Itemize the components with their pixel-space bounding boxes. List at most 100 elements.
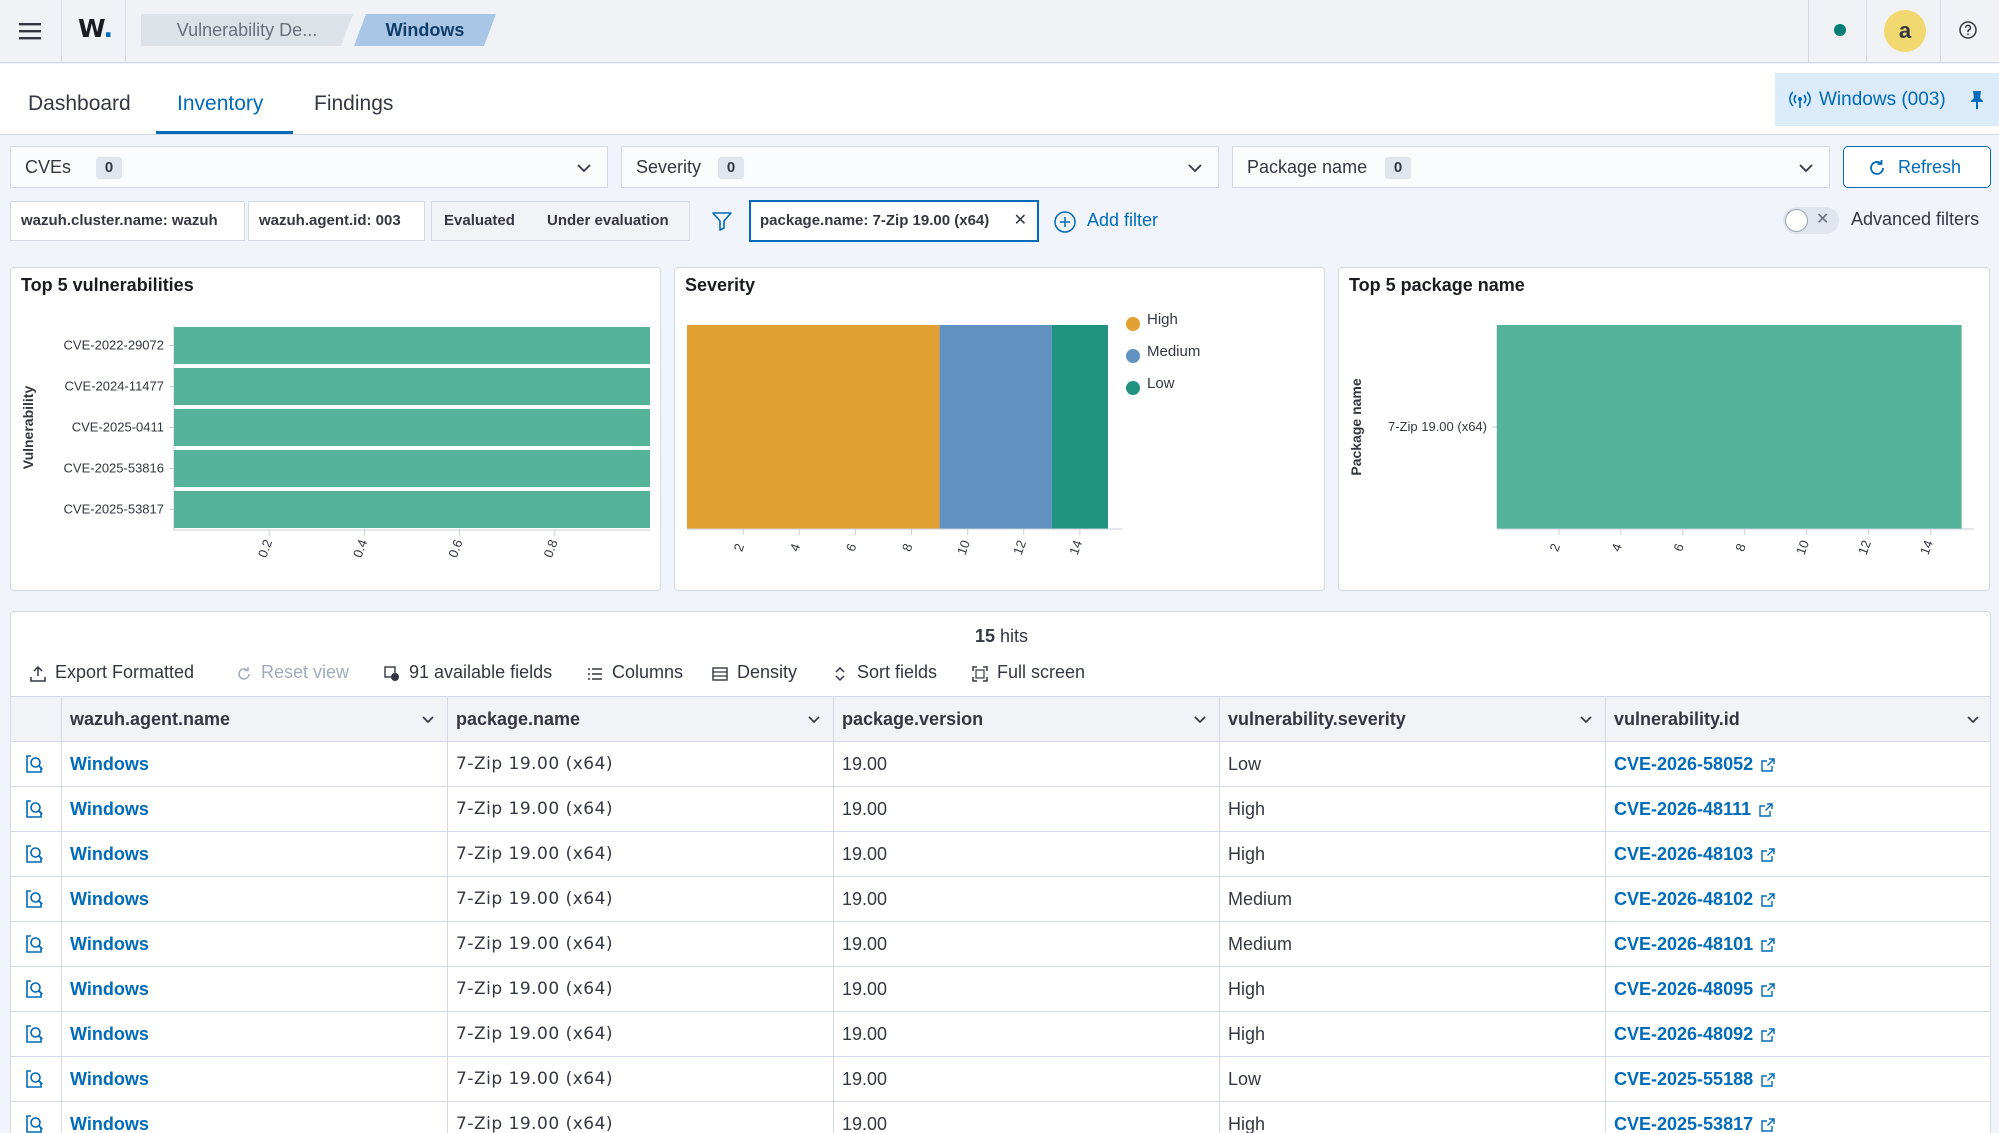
hits-count: 15	[974, 626, 995, 646]
agent-name-link[interactable]: Windows	[62, 877, 448, 921]
breadcrumb-windows[interactable]: Windows	[354, 14, 496, 46]
tab-dashboard[interactable]: Dashboard	[28, 92, 131, 115]
advanced-filters-toggle[interactable]: ✕	[1783, 207, 1839, 234]
severity-filter-dropdown[interactable]: Severity 0	[621, 146, 1219, 188]
pin-icon[interactable]	[1969, 90, 1985, 110]
inspect-document-icon[interactable]	[23, 1023, 45, 1045]
severity-cell: Low	[1220, 742, 1606, 786]
external-link-icon	[1761, 848, 1775, 862]
external-link-icon	[1759, 803, 1773, 817]
chevron-down-icon	[422, 716, 434, 724]
table-row: Windows 7-Zip 19.00 (x64) 19.00 High CVE-202…	[11, 1102, 1990, 1133]
agent-name-link[interactable]: Windows	[62, 1102, 448, 1133]
tab-inventory[interactable]: Inventory	[177, 92, 264, 115]
bar-segment-medium	[939, 325, 1052, 529]
cves-filter-dropdown[interactable]: CVEs 0	[10, 146, 608, 188]
column-header-severity[interactable]: vulnerability.severity	[1220, 697, 1606, 743]
vulnerability-id-link[interactable]: CVE-2026-48103	[1606, 832, 1990, 876]
density-icon	[712, 667, 728, 681]
under-evaluation-option[interactable]: Under evaluation	[547, 212, 669, 229]
severity-cell: High	[1220, 832, 1606, 876]
help-icon[interactable]	[1958, 20, 1978, 40]
inspect-document-icon[interactable]	[23, 978, 45, 1000]
agent-name-link[interactable]: Windows	[62, 967, 448, 1011]
panel-title: Top 5 vulnerabilities	[21, 275, 194, 295]
row-control-cell	[11, 787, 62, 831]
package-name-cell: 7-Zip 19.00 (x64)	[448, 1012, 834, 1056]
bar	[174, 450, 650, 487]
count-badge: 0	[1385, 157, 1411, 179]
filter-pill-agent[interactable]: wazuh.agent.id: 003	[248, 201, 425, 241]
column-header-vulnerability-id[interactable]: vulnerability.id	[1606, 697, 1990, 743]
y-axis-title: Vulnerability	[20, 386, 36, 470]
refresh-label: Refresh	[1898, 157, 1962, 177]
vulnerability-id-link[interactable]: CVE-2026-48095	[1606, 967, 1990, 1011]
vulnerability-id-link[interactable]: CVE-2026-48092	[1606, 1012, 1990, 1056]
row-control-cell	[11, 877, 62, 921]
filter-funnel-icon[interactable]	[710, 209, 734, 233]
filter-pill-cluster[interactable]: wazuh.cluster.name: wazuh	[10, 201, 245, 241]
panel-title: Top 5 package name	[1349, 275, 1525, 295]
agent-name-link[interactable]: Windows	[62, 1012, 448, 1056]
wazuh-logo[interactable]: W.	[78, 14, 114, 43]
column-header-package-name[interactable]: package.name	[448, 697, 834, 743]
divider	[1866, 0, 1867, 63]
fields-icon	[384, 666, 399, 681]
agent-name-link[interactable]: Windows	[62, 1057, 448, 1101]
vulnerability-id-link[interactable]: CVE-2026-58052	[1606, 742, 1990, 786]
external-link-icon	[1761, 983, 1775, 997]
agent-selector-button[interactable]: Windows (003)	[1775, 73, 1999, 126]
divider	[61, 0, 62, 63]
inspect-document-icon[interactable]	[23, 843, 45, 865]
broadcast-icon	[1789, 91, 1811, 108]
table-row: Windows 7-Zip 19.00 (x64) 19.00 High CVE-202…	[11, 1012, 1990, 1057]
user-avatar[interactable]: a	[1884, 10, 1926, 52]
legend-swatch	[1126, 381, 1140, 395]
bar	[1497, 325, 1962, 529]
refresh-button[interactable]: Refresh	[1843, 146, 1991, 188]
vulnerability-id-link[interactable]: CVE-2025-53817	[1606, 1102, 1990, 1133]
inspect-document-icon[interactable]	[23, 1068, 45, 1090]
agent-name-link[interactable]: Windows	[62, 742, 448, 786]
package-name-filter-dropdown[interactable]: Package name 0	[1232, 146, 1830, 188]
bar	[174, 327, 650, 364]
agent-name-link[interactable]: Windows	[62, 832, 448, 876]
x-tick-label: 0.2	[255, 537, 275, 559]
inspect-document-icon[interactable]	[23, 933, 45, 955]
external-link-icon	[1761, 893, 1775, 907]
y-tick-label: CVE-2024-11477	[65, 379, 165, 394]
chevron-down-icon	[1188, 164, 1202, 173]
legend-label: Medium	[1147, 343, 1200, 360]
inspect-document-icon[interactable]	[23, 798, 45, 820]
dropdown-label: CVEs	[25, 157, 72, 177]
vulnerability-id-link[interactable]: CVE-2025-55188	[1606, 1057, 1990, 1101]
reset-label: Reset view	[261, 662, 350, 682]
health-status-icon[interactable]	[1834, 24, 1846, 36]
x-tick-label: 10	[954, 538, 973, 557]
inspect-document-icon[interactable]	[23, 1113, 45, 1133]
inspect-document-icon[interactable]	[23, 753, 45, 775]
vulnerability-id-link[interactable]: CVE-2026-48102	[1606, 877, 1990, 921]
inspect-document-icon[interactable]	[23, 888, 45, 910]
column-header-agent-name[interactable]: wazuh.agent.name	[62, 697, 448, 743]
count-badge: 0	[96, 157, 122, 179]
vulnerability-id-link[interactable]: CVE-2026-48111	[1606, 787, 1990, 831]
agent-name-link[interactable]: Windows	[62, 922, 448, 966]
vulnerability-id-text: CVE-2026-48101	[1614, 934, 1754, 954]
tab-findings[interactable]: Findings	[314, 92, 394, 115]
active-tab-indicator	[156, 131, 293, 134]
chevron-down-icon	[577, 164, 591, 173]
export-label: Export Formatted	[55, 662, 195, 682]
filter-pill-package[interactable]: package.name: 7-Zip 19.00 (x64) ✕	[749, 200, 1039, 242]
column-header-package-version[interactable]: package.version	[834, 697, 1220, 743]
close-icon: ✕	[1816, 211, 1830, 228]
hamburger-menu-icon[interactable]	[14, 17, 46, 45]
external-link-icon	[1761, 1028, 1775, 1042]
evaluated-option[interactable]: Evaluated	[444, 212, 515, 229]
breadcrumb-vulnerability-detection[interactable]: Vulnerability De...	[141, 14, 353, 46]
vulnerability-id-link[interactable]: CVE-2026-48101	[1606, 922, 1990, 966]
agent-name-link[interactable]: Windows	[62, 787, 448, 831]
columns-label: Columns	[612, 662, 684, 682]
remove-filter-icon[interactable]: ✕	[1013, 212, 1027, 229]
bar-segment-low	[1051, 325, 1108, 529]
